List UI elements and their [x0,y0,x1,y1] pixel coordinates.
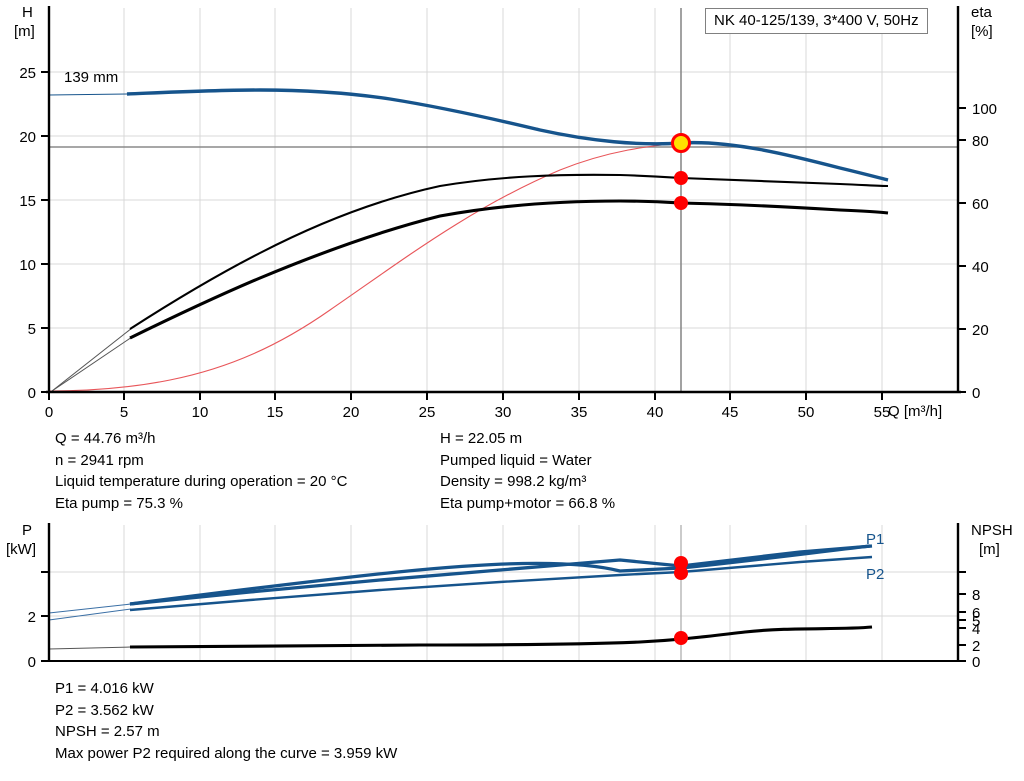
xtick-55: 55 [874,404,891,421]
power-line-3: Max power P2 required along the curve = … [55,744,398,762]
power-line-2: NPSH = 2.57 m [55,723,160,740]
npsh-curve-top [48,142,682,392]
eta-pump-motor-curve [129,199,889,340]
top-y2tick-100: 100 [972,101,997,118]
h-axis-title: H [22,4,33,21]
pump-title-box: NK 40-125/139, 3*400 V, 50Hz [705,8,928,34]
npsh-axis-title: NPSH [971,522,1013,539]
eta-axis-title: eta [971,4,992,21]
p1-curve [129,544,871,606]
eta-pump-curve [129,173,889,330]
top-chart-x-ticks [48,392,883,400]
xtick-0: 0 [45,404,53,421]
p2-curve [129,555,873,612]
top-ytick-5: 5 [28,321,36,338]
npsh-curve-bottom-thin [48,646,132,650]
duty-marker-p1 [674,556,688,570]
npsh-tick-2: 2 [972,638,980,655]
duty-left-line-2: Liquid temperature during operation = 20… [55,473,348,490]
duty-point-text-left: Q = 44.76 m³/h n = 2941 rpm Liquid tempera… [55,428,347,514]
head-curve [126,88,889,182]
power-result-text: P1 = 4.016 kW P2 = 3.562 kW NPSH = 2.57 m M… [55,678,397,764]
eta-pump-curve-thin [51,327,133,392]
duty-point-markers-bottom [674,556,688,645]
top-y2tick-40: 40 [972,259,989,276]
duty-point-markers-top [671,133,691,210]
npsh-tick-0: 0 [972,654,980,671]
p1-curve-thin [48,603,132,614]
xtick-5: 5 [120,404,128,421]
xtick-10: 10 [192,404,209,421]
bottom-chart-right-ticks [958,571,966,662]
npsh-tick-5: 5 [972,613,980,630]
xtick-50: 50 [798,404,815,421]
power-line-1: P2 = 3.562 kW [55,701,154,719]
duty-left-line-1: n = 2941 rpm [55,451,144,469]
eta-pump-motor-curve-thin [51,336,133,392]
xtick-30: 30 [495,404,512,421]
xtick-40: 40 [647,404,664,421]
duty-marker-head [671,133,691,153]
bottom-ytick-2: 2 [28,609,36,626]
npsh-curve-bottom [129,625,873,649]
eta-axis-unit: [%] [971,23,993,40]
npsh-tick-4: 4 [972,621,980,638]
top-ytick-25: 25 [19,65,36,82]
npsh-tick-8: 8 [972,587,980,604]
duty-marker-p2 [674,566,688,580]
power-line-0: P1 = 4.016 kW [55,680,154,697]
top-ytick-20: 20 [19,129,36,146]
p1-curve-smooth [129,544,873,606]
duty-right-line-2: Density = 998.2 kg/m³ [440,473,587,490]
duty-right-line-3: Eta pump+motor = 66.8 % [440,494,616,512]
duty-point-text-right: H = 22.05 m Pumped liquid = Water Density … [440,428,615,514]
xtick-20: 20 [343,404,360,421]
top-ytick-15: 15 [19,193,36,210]
bottom-chart-gridlines [49,525,958,661]
top-ytick-0: 0 [28,385,36,402]
p2-curve-thin [48,608,132,621]
p-axis-unit: [kW] [6,541,36,558]
duty-left-line-3: Eta pump = 75.3 % [55,494,183,512]
xtick-15: 15 [267,404,284,421]
top-ytick-10: 10 [19,257,36,274]
duty-marker-eta-pump [674,171,688,185]
impeller-diameter-label: 139 mm [64,69,119,86]
top-y2tick-20: 20 [972,322,989,339]
top-chart-right-ticks [958,107,966,393]
npsh-axis-unit: [m] [979,541,1000,558]
top-y2tick-60: 60 [972,196,989,213]
duty-marker-eta-pump-motor [674,196,688,210]
top-y2tick-0: 0 [972,385,980,402]
top-chart-left-ticks [41,71,49,393]
duty-right-line-1: Pumped liquid = Water [440,451,592,469]
xtick-35: 35 [571,404,588,421]
bottom-ytick-0: 0 [28,654,36,671]
duty-left-line-0: Q = 44.76 m³/h [55,430,156,447]
npsh-tick-6: 6 [972,605,980,622]
p-axis-title: P [22,522,33,539]
duty-marker-npsh [674,631,688,645]
p1-curve-label: P1 [866,531,885,548]
p2-curve-label: P2 [866,566,885,583]
xtick-45: 45 [722,404,739,421]
duty-right-line-0: H = 22.05 m [440,430,523,447]
xtick-25: 25 [419,404,436,421]
top-chart-gridlines [49,8,958,392]
impeller-leader-line [48,93,128,96]
top-y2tick-80: 80 [972,133,989,150]
bottom-chart-left-ticks [41,571,49,662]
h-axis-unit: [m] [14,23,35,40]
q-axis-label: Q [m³/h] [888,403,943,420]
